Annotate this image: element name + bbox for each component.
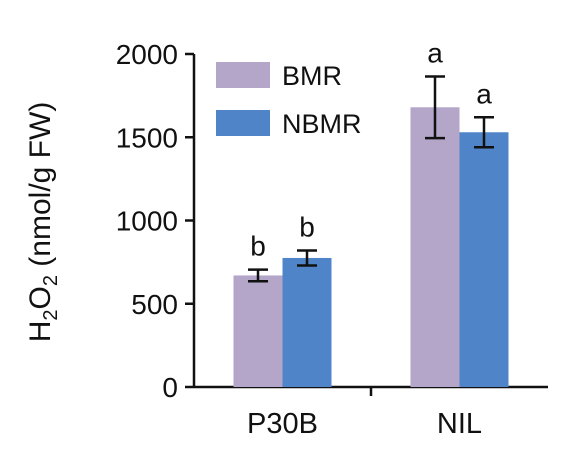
x-tick-label: NIL	[437, 408, 482, 440]
y-tick-label: 1500	[116, 122, 178, 153]
bar-bmr-nil	[410, 107, 460, 387]
y-axis-title-text: H2O2 (nmol/g FW)	[24, 102, 62, 343]
significance-letter: b	[250, 231, 266, 262]
bar-nbmr-p30b	[282, 257, 332, 387]
legend-swatch-bmr	[216, 62, 270, 88]
legend-label-bmr: BMR	[282, 61, 342, 91]
significance-letter: b	[299, 211, 315, 242]
bar-bmr-p30b	[233, 275, 283, 387]
significance-letter: a	[476, 78, 492, 109]
significance-letters: b b a a	[250, 37, 492, 261]
error-bars	[248, 75, 494, 283]
bars	[233, 107, 509, 387]
axes: 0 500 1000 1500 2000 P30B NIL	[116, 39, 548, 440]
y-axis-title-part: O	[24, 286, 57, 309]
significance-letter: a	[427, 37, 443, 68]
y-tick-label: 500	[131, 289, 178, 320]
legend-label-nbmr: NBMR	[282, 109, 362, 139]
y-tick-label: 0	[162, 372, 178, 403]
y-tick-label: 1000	[116, 206, 178, 237]
legend-swatch-nbmr	[216, 110, 270, 136]
legend: BMR NBMR	[216, 61, 362, 139]
y-tick-label: 2000	[116, 39, 178, 70]
x-tick-label: P30B	[247, 408, 318, 440]
y-axis-title: H2O2 (nmol/g FW)	[24, 102, 62, 343]
y-axis-title-part: H	[24, 321, 57, 343]
y-axis-title-subscript: 2	[40, 275, 62, 286]
y-axis-title-subscript: 2	[40, 310, 62, 321]
bar-nbmr-nil	[459, 132, 509, 387]
y-axis-title-part: (nmol/g FW)	[24, 102, 57, 275]
